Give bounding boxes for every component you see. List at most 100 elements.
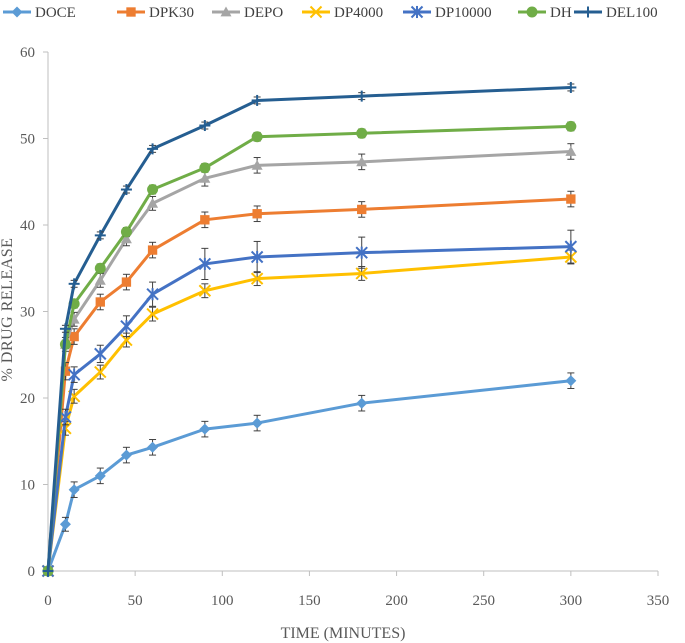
data-point: [355, 267, 368, 280]
x-tick-label: 350: [647, 593, 670, 609]
legend-item-del100: DEL100: [574, 5, 658, 21]
y-tick-label: 30: [20, 305, 35, 321]
series-group: [41, 81, 578, 578]
data-point: [94, 262, 106, 274]
data-point: [250, 250, 264, 264]
legend-swatch-marker: [582, 6, 594, 18]
legend-item-depo: DEPO: [212, 5, 283, 21]
x-tick-label: 100: [211, 593, 234, 609]
series-doce-line: [46, 379, 572, 572]
data-point: [42, 565, 54, 577]
data-point: [59, 518, 71, 530]
marker-stroke: [309, 5, 323, 19]
series-del100-line: [46, 85, 571, 572]
data-point: [199, 172, 211, 183]
data-point: [68, 484, 80, 496]
marker-stroke: [146, 307, 159, 321]
data-point: [198, 257, 212, 271]
legend-label: DP4000: [334, 5, 383, 21]
legend-label: DEPO: [244, 5, 283, 21]
y-tick-label: 60: [20, 45, 35, 61]
data-point: [94, 347, 107, 361]
y-tick-label: 10: [20, 478, 35, 494]
data-point: [67, 368, 81, 381]
y-tick-label: 0: [28, 564, 36, 580]
data-point: [251, 159, 263, 170]
legend-label: DP10000: [435, 5, 492, 21]
y-tick-label: 20: [20, 391, 35, 407]
data-point: [120, 449, 132, 461]
x-tick-label: 150: [298, 593, 321, 609]
data-point: [200, 215, 210, 225]
data-point: [94, 274, 106, 285]
data-point: [121, 277, 132, 287]
series-depo: [42, 143, 577, 576]
marker-stroke: [120, 333, 133, 347]
axes: 0 50 100 150 200 250 300 350 0 10 20 30 40 50 60: [20, 45, 669, 609]
x-axis-title: TIME (MINUTES): [281, 625, 406, 642]
data-point: [120, 226, 132, 238]
legend-label: DPK30: [149, 5, 194, 21]
marker-stroke: [355, 267, 368, 280]
data-point: [356, 90, 368, 102]
data-point: [565, 120, 577, 132]
data-point: [199, 120, 211, 132]
data-point: [69, 331, 79, 342]
data-point: [120, 233, 132, 244]
marker-stroke: [198, 284, 212, 297]
legend-swatch-marker: [309, 5, 323, 19]
y-tick-label: 50: [20, 132, 35, 148]
legend-item-dp4000: DP4000: [302, 5, 383, 21]
data-point: [147, 197, 159, 208]
data-point: [198, 284, 212, 297]
data-point: [147, 184, 159, 196]
data-point: [94, 365, 107, 379]
legend-item-dpk30: DPK30: [117, 5, 194, 21]
legend-swatch-marker: [126, 7, 136, 17]
data-point: [566, 194, 576, 204]
data-point: [147, 245, 158, 255]
legend-swatch-marker: [526, 6, 538, 18]
x-tick-label: 50: [128, 593, 143, 609]
series-dp10000-line: [46, 245, 571, 572]
data-point: [95, 297, 105, 307]
legend-label: DOCE: [35, 5, 76, 21]
legend-item-dp10000: DP10000: [403, 5, 492, 21]
y-tick-label: 40: [20, 218, 35, 234]
data-point: [146, 287, 159, 301]
data-point: [565, 145, 577, 156]
data-point: [94, 229, 106, 241]
data-point: [94, 470, 106, 482]
data-point: [120, 333, 133, 347]
series-del100: [42, 81, 577, 577]
legend: DOCE DPK30 DEPO DP4000 DP10000 DH DEL100: [3, 5, 658, 21]
data-point: [251, 94, 263, 106]
data-point: [146, 307, 159, 321]
y-axis-title: % DRUG RELEASE: [0, 238, 16, 382]
x-tick-label: 300: [560, 593, 583, 609]
data-point: [59, 410, 72, 424]
data-point: [120, 184, 132, 196]
legend-label: DEL100: [606, 5, 658, 21]
legend-label: DH: [550, 5, 572, 21]
legend-swatch-marker: [11, 6, 23, 18]
legend-swatch-marker: [220, 6, 232, 17]
data-point: [250, 272, 264, 285]
data-point: [356, 156, 368, 167]
legend-swatch-marker: [410, 5, 424, 19]
marker-stroke: [250, 272, 264, 285]
data-point: [59, 323, 71, 335]
series-dh-line: [46, 124, 571, 572]
series-dp10000: [41, 229, 578, 578]
series-doce: [42, 372, 577, 577]
data-point: [565, 375, 577, 387]
legend-item-doce: DOCE: [3, 5, 76, 21]
data-point: [564, 240, 578, 253]
x-tick-label: 250: [472, 593, 495, 609]
data-point: [565, 81, 577, 93]
data-point: [60, 366, 71, 376]
series-dpk30-line: [46, 197, 571, 572]
marker-stroke: [94, 365, 107, 379]
